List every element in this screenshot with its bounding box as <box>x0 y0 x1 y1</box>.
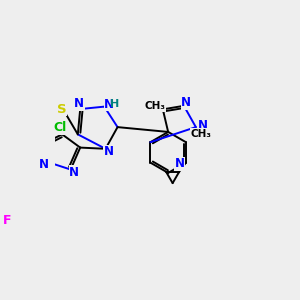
Text: N: N <box>104 98 114 111</box>
Text: Cl: Cl <box>53 121 66 134</box>
Text: F: F <box>2 214 11 227</box>
Text: N: N <box>181 96 191 109</box>
Text: N: N <box>39 158 49 171</box>
Text: CH₃: CH₃ <box>144 101 165 111</box>
Text: N: N <box>198 119 208 132</box>
Text: N: N <box>175 158 185 170</box>
Text: N: N <box>74 97 84 110</box>
Text: N: N <box>69 166 79 179</box>
Text: N: N <box>103 145 113 158</box>
Text: CH₃: CH₃ <box>190 129 211 139</box>
Text: S: S <box>57 103 66 116</box>
Text: H: H <box>110 99 119 109</box>
